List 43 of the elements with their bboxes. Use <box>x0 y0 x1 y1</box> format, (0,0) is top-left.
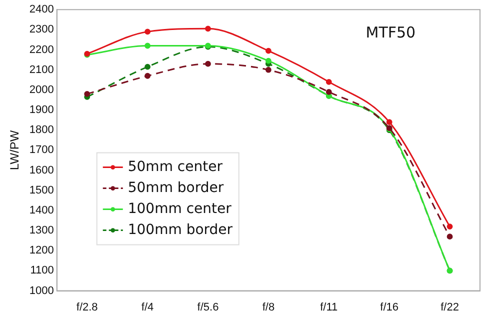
point <box>446 234 453 240</box>
y-tick-label: 2000 <box>29 84 54 96</box>
x-tick-label: f/8 <box>262 301 275 314</box>
point <box>144 28 150 35</box>
y-tick-label: 2200 <box>29 44 54 56</box>
y-tick-label: 1200 <box>29 244 54 257</box>
point <box>326 78 332 85</box>
x-tick-label: f/11 <box>320 301 338 314</box>
y-tick-label: 1800 <box>29 124 54 136</box>
y-tick-label: 1400 <box>29 204 54 216</box>
point <box>144 42 150 49</box>
legend-label: 50mm center <box>128 158 223 175</box>
point <box>265 58 272 64</box>
point <box>265 48 272 54</box>
point <box>205 60 211 67</box>
point <box>84 91 90 97</box>
y-tick-label: 1300 <box>29 224 54 237</box>
y-tick-label: 1500 <box>29 184 54 196</box>
legend-label: 100mm center <box>128 200 232 217</box>
annotation: MTF50 <box>366 23 416 42</box>
point <box>326 89 332 95</box>
y-tick-label: 1700 <box>29 144 54 156</box>
y-tick-label: 1900 <box>29 104 54 116</box>
x-tick-label: f/2.8 <box>76 301 98 314</box>
y-tick-label: 2100 <box>29 64 54 76</box>
x-tick-label: f/22 <box>440 301 459 314</box>
y-tick-label: 1600 <box>29 164 54 176</box>
y-tick-label: 2300 <box>29 24 54 36</box>
y-tick-label: 1100 <box>30 264 54 277</box>
x-tick-label: f/16 <box>380 301 399 314</box>
point <box>144 72 150 79</box>
y-axis-title: LW/PW <box>8 130 22 170</box>
y-tick-label: 1000 <box>29 284 54 297</box>
y-tick-label: 2400 <box>29 4 54 16</box>
legend-label: 50mm border <box>128 180 224 196</box>
point <box>386 119 392 126</box>
point <box>144 64 150 70</box>
point <box>446 224 453 230</box>
point <box>265 66 272 73</box>
point <box>205 26 211 32</box>
x-tick-label: f/4 <box>141 301 154 314</box>
legend-label: 100mm border <box>128 222 233 238</box>
x-tick-label: f/5.6 <box>197 301 219 314</box>
